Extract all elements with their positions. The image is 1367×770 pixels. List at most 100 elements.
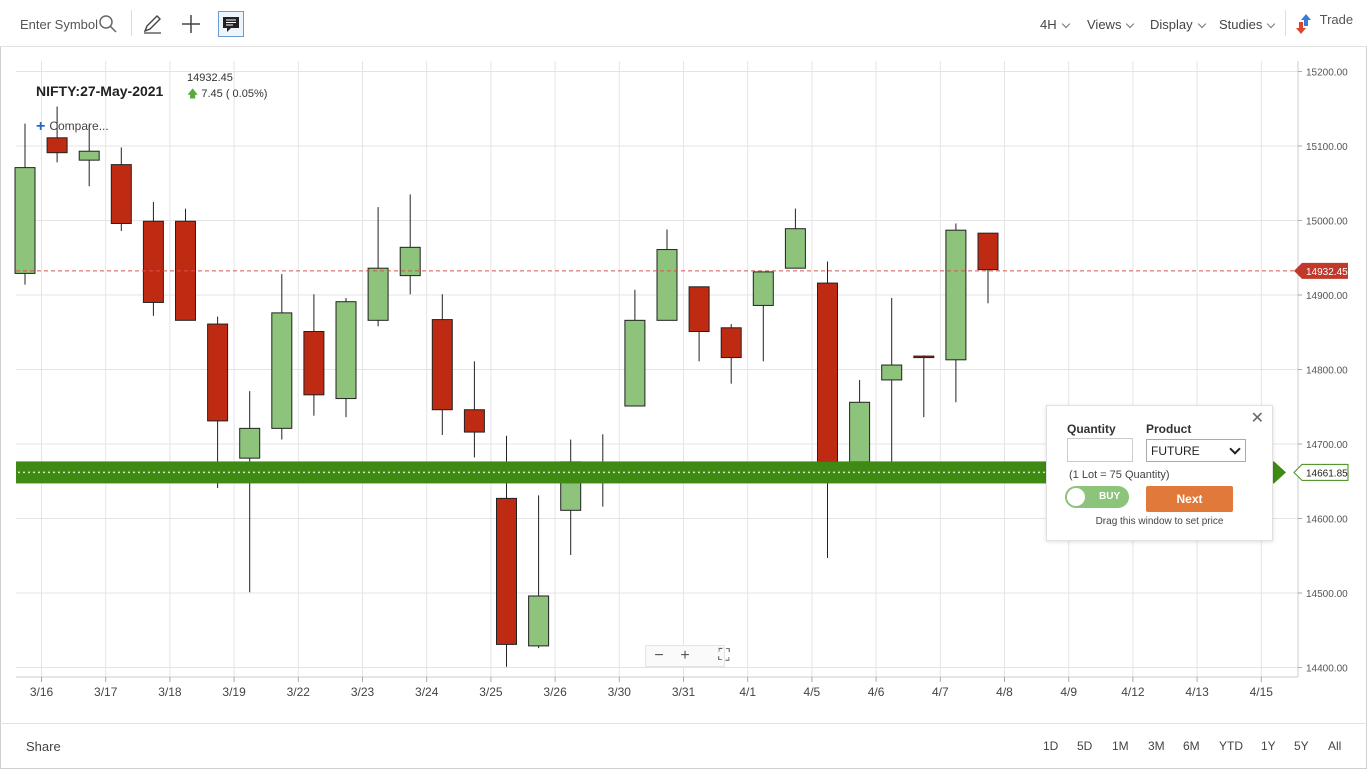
x-tick-label: 4/9 (1060, 685, 1077, 699)
candle-body (399, 246, 421, 277)
candle-body (46, 137, 68, 154)
candle-body (496, 497, 517, 645)
next-button[interactable]: Next (1146, 486, 1233, 512)
pencil-icon (143, 15, 161, 34)
x-tick-label: 4/5 (804, 685, 821, 699)
trade-arrows-icon (1296, 14, 1311, 34)
trade-label: Trade (1319, 12, 1354, 28)
x-tick-label: 3/19 (222, 685, 246, 699)
candle-body (239, 427, 261, 459)
range-all[interactable]: All (1328, 739, 1342, 753)
candle-body (720, 327, 742, 359)
x-tick-label: 4/13 (1185, 685, 1209, 699)
toggle-knob (1067, 488, 1085, 506)
quantity-label: Quantity (1067, 422, 1116, 436)
news-toggle-button[interactable] (218, 11, 244, 37)
chart-area[interactable]: 14400.00 14500.00 14600.00 14700.00 14800.00… (0, 46, 1367, 723)
x-tick-label: 3/31 (672, 685, 696, 699)
x-tick-label: 3/23 (351, 685, 375, 699)
views-label: Views (1087, 17, 1122, 32)
candle-body (14, 167, 36, 274)
y-tick-label: 15100.00 (1306, 142, 1348, 153)
price-change-text: 7.45 ( 0.05%) (201, 88, 268, 100)
crosshair-icon (182, 15, 200, 33)
share-button[interactable]: Share (26, 739, 61, 754)
studies-menu[interactable]: Studies (1219, 17, 1276, 32)
candle-body (78, 150, 100, 161)
candle-body (431, 319, 453, 411)
candle-body (303, 331, 325, 396)
candle-body (142, 220, 164, 303)
bottom-bar: Share 1D 5D 1M 3M 6M YTD 1Y 5Y All (0, 723, 1367, 770)
x-tick-label: 3/25 (479, 685, 503, 699)
trade-button[interactable]: Trade (1294, 12, 1353, 36)
order-price-tag-bg (1293, 463, 1349, 481)
zoom-controls: − + ⛶ (645, 645, 730, 667)
range-5d[interactable]: 5D (1077, 739, 1093, 753)
toolbar-divider (1285, 10, 1286, 36)
buy-sell-toggle[interactable]: BUY (1065, 486, 1129, 508)
x-tick-label: 4/15 (1250, 685, 1274, 699)
candle-body (463, 409, 485, 433)
x-tick-label: 3/24 (415, 685, 439, 699)
range-6m[interactable]: 6M (1183, 739, 1200, 753)
x-tick-label: 4/1 (739, 685, 756, 699)
symbol-search[interactable]: Enter Symbol (12, 10, 126, 38)
candle-body (624, 319, 646, 407)
x-tick-label: 4/8 (996, 685, 1013, 699)
candle-body (528, 595, 550, 647)
x-tick-label: 3/16 (30, 685, 54, 699)
y-tick-label: 14900.00 (1306, 291, 1348, 302)
search-icon[interactable] (98, 14, 118, 34)
y-tick-label: 14800.00 (1306, 366, 1348, 377)
candle-body (110, 164, 132, 224)
draw-button[interactable] (140, 11, 166, 37)
y-tick-label: 14400.00 (1306, 664, 1348, 675)
candle-body (945, 229, 967, 361)
candle-body (335, 301, 357, 400)
candle-body (271, 312, 293, 429)
quantity-input[interactable] (1067, 438, 1133, 462)
fullscreen-button[interactable]: ⛶ (698, 646, 729, 666)
last-price: 14932.45 (187, 72, 233, 84)
interval-label: 4H (1040, 17, 1057, 32)
x-tick-label: 3/26 (543, 685, 567, 699)
lot-size-note: (1 Lot = 75 Quantity) (1069, 469, 1170, 481)
interval-menu[interactable]: 4H (1040, 17, 1070, 32)
product-select[interactable]: FUTURE (1146, 439, 1246, 462)
range-1y[interactable]: 1Y (1261, 739, 1276, 753)
candle-body (817, 282, 838, 463)
range-5y[interactable]: 5Y (1294, 739, 1309, 753)
studies-label: Studies (1219, 17, 1263, 32)
chevron-down-icon (1197, 19, 1206, 29)
plus-icon: + (36, 118, 46, 135)
display-label: Display (1150, 17, 1193, 32)
candle-body (367, 267, 389, 321)
crosshair-button[interactable] (178, 11, 204, 37)
search-input[interactable]: Enter Symbol (20, 17, 99, 32)
candlestick-chart[interactable]: 14400.00 14500.00 14600.00 14700.00 14800.00… (0, 46, 1367, 723)
y-tick-label: 14700.00 (1306, 440, 1348, 451)
chevron-down-icon (1061, 19, 1070, 29)
fullscreen-icon: ⛶ (718, 647, 730, 664)
display-menu[interactable]: Display (1150, 17, 1206, 32)
x-tick-label: 4/7 (932, 685, 949, 699)
x-tick-label: 3/18 (158, 685, 182, 699)
drag-hint: Drag this window to set price (1095, 516, 1224, 527)
order-window[interactable]: ✕ Quantity Product FUTURE (1 Lot = 75 Qu… (1046, 405, 1273, 541)
zoom-out-button[interactable]: − (654, 647, 664, 664)
range-1m[interactable]: 1M (1112, 739, 1129, 753)
instrument-name: NIFTY:27-May-2021 (36, 83, 164, 99)
close-icon[interactable]: ✕ (1250, 410, 1264, 427)
views-menu[interactable]: Views (1087, 17, 1135, 32)
range-3m[interactable]: 3M (1148, 739, 1165, 753)
zoom-in-button[interactable]: + (680, 647, 690, 664)
candle-body (849, 401, 871, 463)
chevron-down-icon (1267, 19, 1276, 29)
compare-button[interactable]: + Compare... (36, 117, 109, 135)
top-toolbar: Enter Symbol 4H Views Display Studies Tr… (0, 0, 1367, 47)
range-1d[interactable]: 1D (1043, 739, 1059, 753)
range-ytd[interactable]: YTD (1219, 739, 1243, 753)
order-price-tag: 14661.85 (1306, 468, 1348, 479)
compare-label: Compare... (49, 119, 109, 133)
